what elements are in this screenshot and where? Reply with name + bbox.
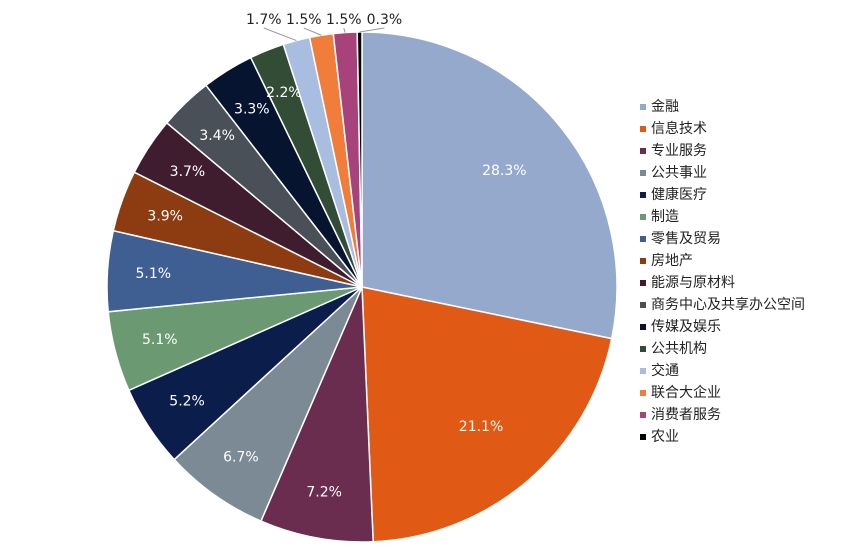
legend-marker bbox=[640, 280, 646, 286]
legend-marker bbox=[640, 390, 646, 396]
pie-slice bbox=[361, 286, 613, 543]
legend-label: 专业服务 bbox=[651, 143, 707, 159]
pie-slice bbox=[361, 31, 618, 340]
data-label: 5.2% bbox=[169, 394, 205, 410]
legend-marker bbox=[640, 346, 646, 352]
legend-label: 健康医疗 bbox=[651, 186, 707, 203]
data-label: 1.5% bbox=[326, 12, 362, 28]
legend-label: 公共事业 bbox=[651, 165, 707, 181]
pie-slice bbox=[173, 286, 363, 523]
legend-marker bbox=[640, 214, 646, 220]
data-label: 3.9% bbox=[147, 208, 183, 224]
legend-marker bbox=[640, 192, 646, 198]
legend-label: 零售及贸易 bbox=[651, 231, 721, 247]
data-label: 21.1% bbox=[459, 419, 503, 435]
data-label: 0.3% bbox=[367, 12, 403, 28]
legend-marker bbox=[640, 236, 646, 242]
data-label: 3.3% bbox=[234, 101, 270, 117]
legend-marker bbox=[640, 368, 646, 374]
leader-line bbox=[303, 27, 322, 36]
legend-marker bbox=[640, 302, 646, 308]
data-label: 3.4% bbox=[199, 128, 235, 144]
legend-label: 信息技术 bbox=[651, 120, 707, 137]
data-label: 3.7% bbox=[170, 164, 206, 180]
legend-label: 联合大企业 bbox=[651, 384, 721, 401]
legend-label: 农业 bbox=[651, 429, 679, 445]
legend-label: 制造 bbox=[651, 209, 679, 225]
legend-label: 能源与原材料 bbox=[651, 275, 735, 291]
legend-marker bbox=[640, 170, 646, 176]
leader-line bbox=[343, 27, 346, 33]
legend-marker bbox=[640, 148, 646, 154]
legend-label: 商务中心及共享办公空间 bbox=[651, 296, 805, 313]
legend-label: 房地产 bbox=[651, 253, 693, 269]
legend-label: 公共机构 bbox=[651, 341, 707, 357]
legend-label: 传媒及娱乐 bbox=[651, 319, 721, 335]
data-label: 1.5% bbox=[286, 12, 322, 28]
data-label: 28.3% bbox=[482, 163, 526, 179]
legend-marker bbox=[640, 126, 646, 132]
legend-label: 金融 bbox=[651, 99, 679, 115]
data-label: 5.1% bbox=[142, 332, 178, 348]
legend-marker bbox=[640, 324, 646, 330]
data-label: 1.7% bbox=[246, 12, 282, 28]
data-label: 2.2% bbox=[266, 85, 302, 101]
legend-marker bbox=[640, 412, 646, 418]
legend-marker bbox=[640, 434, 646, 440]
leader-line bbox=[263, 27, 297, 42]
legend-label: 消费者服务 bbox=[651, 407, 721, 423]
data-label: 7.2% bbox=[306, 485, 342, 501]
legend-marker bbox=[640, 104, 646, 110]
data-label: 5.1% bbox=[136, 266, 172, 282]
legend-marker bbox=[640, 258, 646, 264]
legend-label: 交通 bbox=[651, 362, 679, 379]
pie-slice bbox=[259, 286, 374, 543]
leader-line bbox=[359, 27, 385, 33]
data-label: 6.7% bbox=[223, 449, 259, 465]
